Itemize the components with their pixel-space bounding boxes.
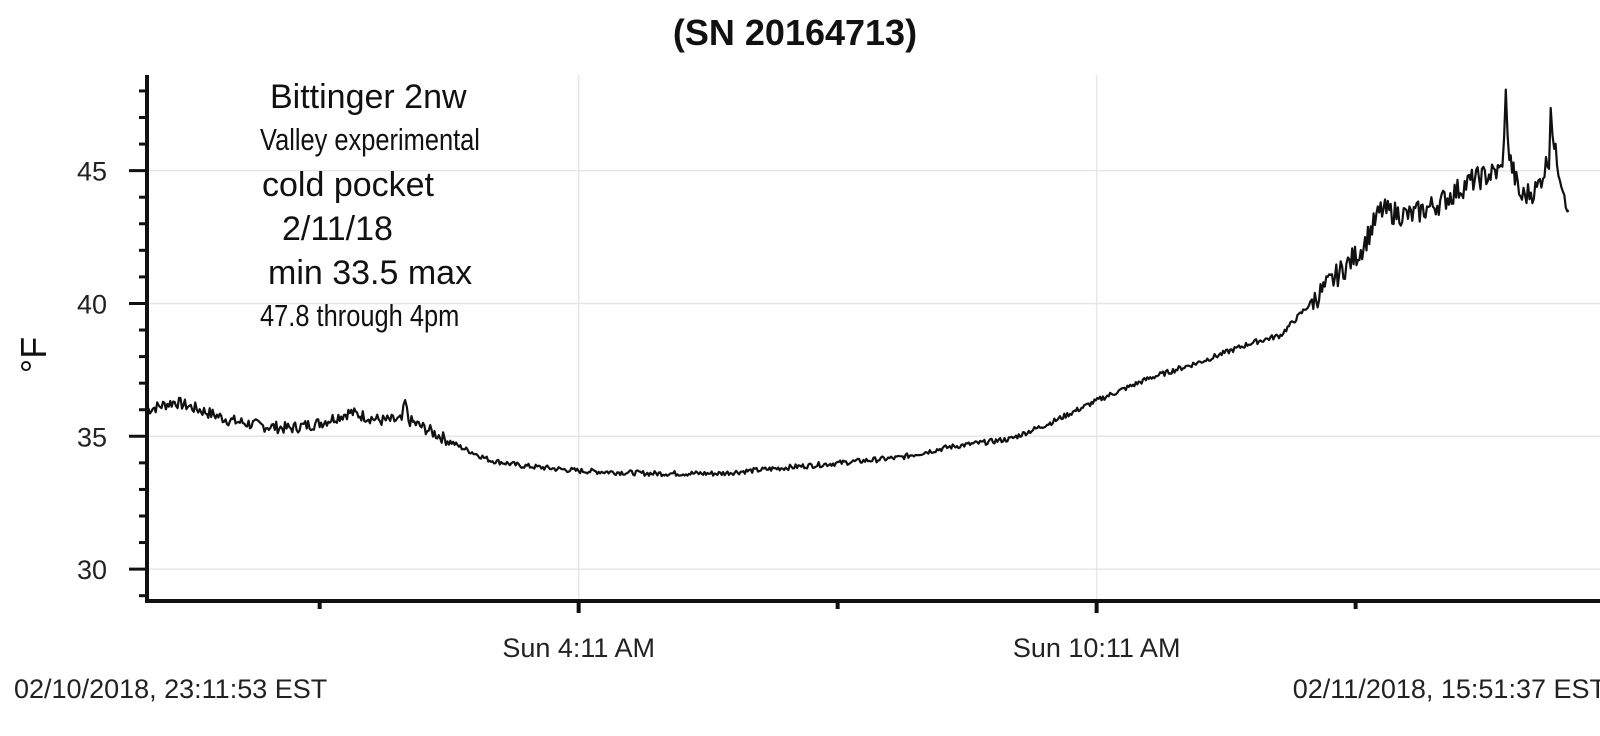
x-tick-label: Sun 4:11 AM [502,633,655,663]
range-start-timestamp: 02/10/2018, 23:11:53 EST [14,674,328,704]
y-axis-label: °F [13,337,54,373]
y-tick-label: 30 [77,555,107,585]
annotation-line-5: min 33.5 max [268,254,473,292]
chart-title: (SN 20164713) [672,12,918,53]
annotation-line-1: Bittinger 2nw [270,78,467,116]
annotation-line-3: cold pocket [262,166,434,204]
temperature-series-line [146,88,1570,478]
x-tick-label: Sun 10:11 AM [1013,633,1181,663]
annotation-line-2: Valley experimental [260,122,480,157]
y-tick-label: 35 [77,422,107,452]
annotation-line-6: 47.8 through 4pm [260,298,460,333]
annotation-line-4: 2/11/18 [282,210,393,248]
y-tick-label: 40 [77,289,107,319]
range-end-timestamp: 02/11/2018, 15:51:37 EST [1292,674,1600,704]
y-tick-label: 45 [77,157,107,187]
